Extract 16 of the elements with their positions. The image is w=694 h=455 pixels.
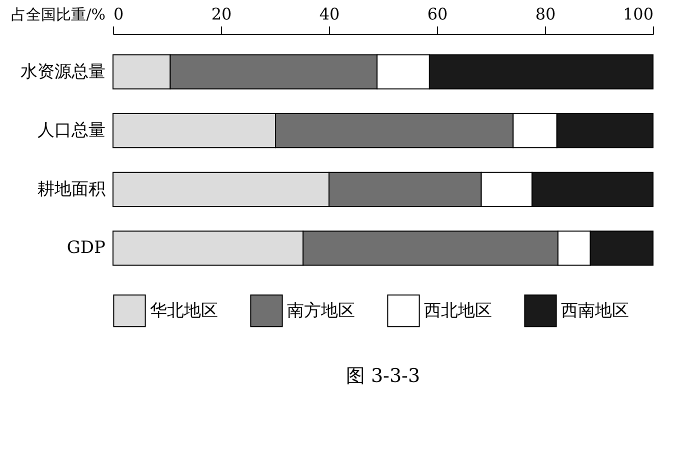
x-tick-label: 60	[427, 4, 448, 24]
x-tick-label: 0	[114, 4, 124, 24]
y-tick-label: 耕地面积	[38, 179, 106, 200]
caption: 图 3-3-3	[346, 365, 420, 387]
x-tick-label: 20	[211, 4, 232, 24]
x-tick-label: 40	[319, 4, 340, 24]
legend-label: 西北地区	[424, 300, 492, 321]
y-tick-label: 人口总量	[38, 120, 106, 141]
legend-label: 西南地区	[561, 300, 629, 321]
y-tick-label: 水资源总量	[20, 62, 106, 82]
y-tick-label: GDP	[66, 238, 106, 258]
legend-label: 南方地区	[287, 300, 355, 321]
x-tick-label: 80	[535, 4, 556, 24]
legend-label: 华北地区	[150, 300, 218, 321]
x-tick-label: 100	[622, 4, 654, 24]
x-axis-title: 占全国比重/%	[11, 6, 106, 24]
